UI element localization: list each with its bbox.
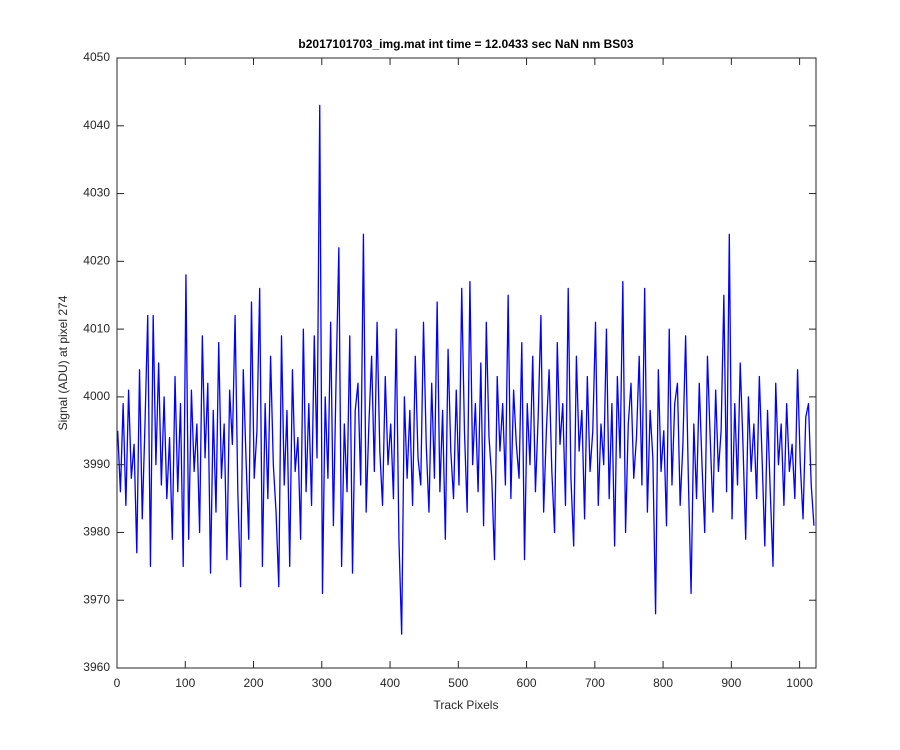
x-tick-label: 600 (517, 676, 537, 690)
data-line (117, 104, 815, 635)
x-tick-label: 700 (585, 676, 605, 690)
y-tick-label: 4040 (83, 118, 110, 132)
x-tick-label: 500 (448, 676, 468, 690)
x-tick-label: 1000 (786, 676, 813, 690)
y-tick-label: 4030 (83, 186, 110, 200)
y-tick-label: 4000 (83, 389, 110, 403)
y-tick-label: 3960 (83, 660, 110, 674)
y-tick-label: 4050 (83, 50, 110, 64)
x-tick-label: 300 (312, 676, 332, 690)
x-axis-label: Track Pixels (434, 698, 499, 712)
chart-title: b2017101703_img.mat int time = 12.0433 s… (298, 37, 634, 51)
x-tick-label: 0 (114, 676, 121, 690)
plot-frame (116, 57, 817, 669)
y-tick-label: 4020 (83, 254, 110, 268)
y-tick-label: 4010 (83, 321, 110, 335)
y-tick-label: 3980 (83, 525, 110, 539)
x-tick-label: 800 (653, 676, 673, 690)
x-tick-label: 400 (380, 676, 400, 690)
x-tick-label: 900 (721, 676, 741, 690)
y-tick-label: 3970 (83, 592, 110, 606)
x-tick-label: 200 (244, 676, 264, 690)
y-axis-label: Signal (ADU) at pixel 274 (56, 295, 70, 430)
y-tick-label: 3990 (83, 457, 110, 471)
x-tick-label: 100 (175, 676, 195, 690)
